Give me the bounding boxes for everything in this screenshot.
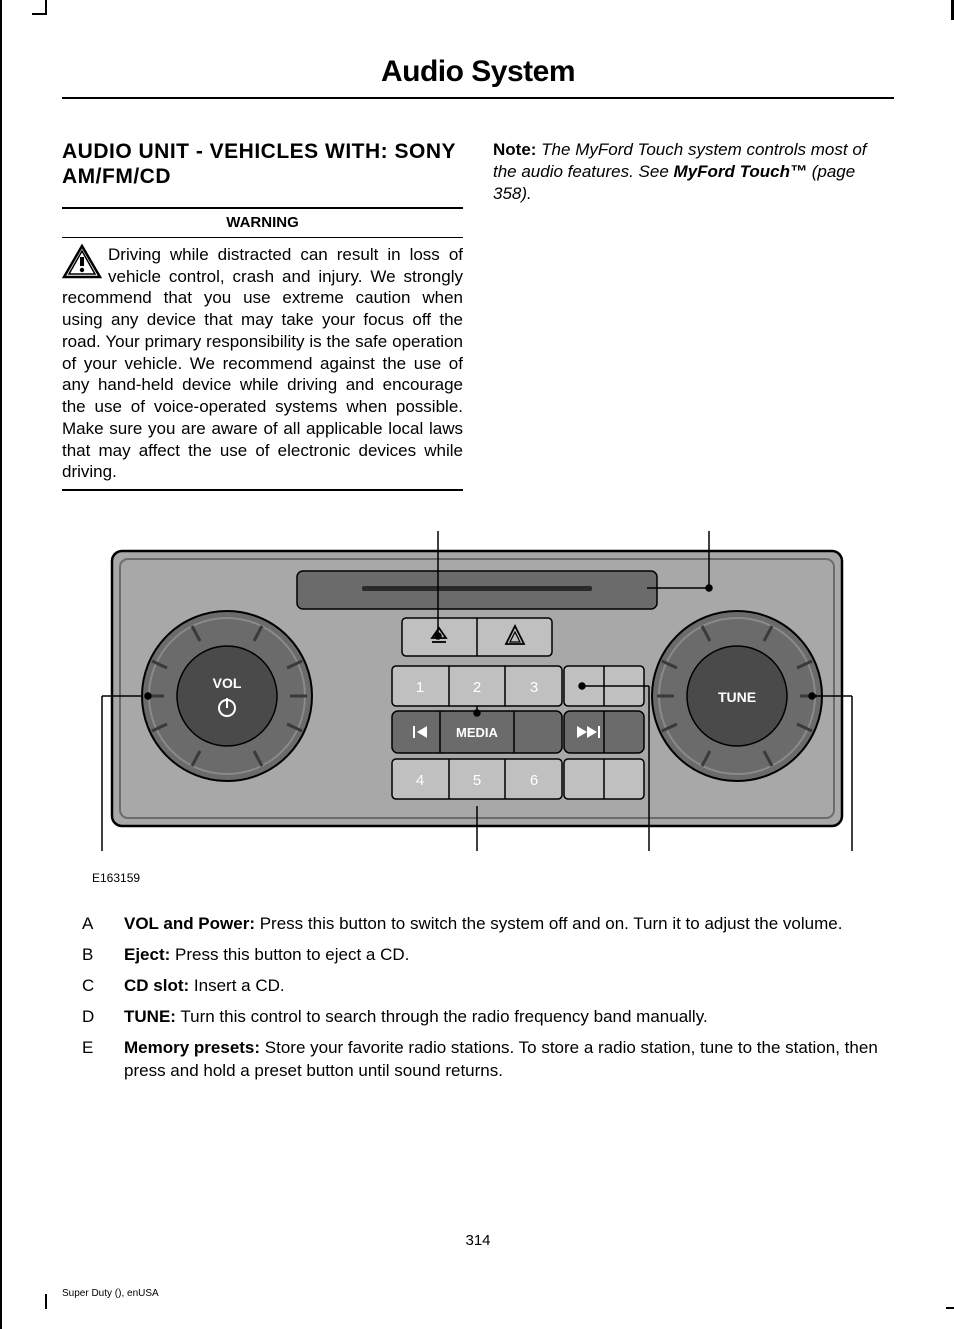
desc-body: Press this button to eject a CD. — [170, 945, 409, 964]
vol-label: VOL — [213, 675, 242, 691]
desc-label: Eject: — [124, 945, 170, 964]
audio-unit-diagram: 1 2 3 MEDIA 4 5 6 — [92, 526, 862, 856]
desc-row: E Memory presets: Store your favorite ra… — [82, 1037, 894, 1083]
preset-2: 2 — [473, 679, 481, 696]
desc-letter: D — [82, 1006, 100, 1029]
desc-letter: C — [82, 975, 100, 998]
desc-body: Press this button to switch the system o… — [255, 914, 842, 933]
desc-body: Turn this control to search through the … — [176, 1007, 708, 1026]
vol-knob: VOL — [142, 611, 312, 781]
crop-mark — [946, 1307, 954, 1309]
desc-label: Memory presets: — [124, 1038, 260, 1057]
crop-mark — [32, 0, 47, 15]
tune-knob: TUNE — [652, 611, 822, 781]
preset-1: 1 — [416, 679, 424, 696]
desc-letter: A — [82, 913, 100, 936]
note-label: Note: — [493, 140, 536, 159]
warning-header: WARNING — [62, 207, 463, 238]
desc-row: C CD slot: Insert a CD. — [82, 975, 894, 998]
note-link: MyFord Touch™ — [674, 162, 807, 181]
section-title: AUDIO UNIT - VEHICLES WITH: SONY AM/FM/C… — [62, 139, 463, 189]
description-list: A VOL and Power: Press this button to sw… — [82, 913, 894, 1083]
desc-row: D TUNE: Turn this control to search thro… — [82, 1006, 894, 1029]
desc-letter: E — [82, 1037, 100, 1083]
desc-label: TUNE: — [124, 1007, 176, 1026]
desc-label: CD slot: — [124, 976, 189, 995]
warning-body: Driving while distracted can result in l… — [62, 244, 463, 483]
preset-6: 6 — [530, 772, 538, 789]
media-label: MEDIA — [456, 725, 499, 740]
header-rule — [62, 97, 894, 99]
desc-row: A VOL and Power: Press this button to sw… — [82, 913, 894, 936]
crop-mark — [32, 1294, 47, 1309]
note-block: Note: The MyFord Touch system controls m… — [493, 139, 894, 205]
preset-3: 3 — [530, 679, 538, 696]
desc-body: Insert a CD. — [189, 976, 284, 995]
warning-rule — [62, 489, 463, 491]
desc-label: VOL and Power: — [124, 914, 255, 933]
preset-4: 4 — [416, 772, 424, 789]
diagram-caption: E163159 — [92, 871, 894, 885]
desc-row: B Eject: Press this button to eject a CD… — [82, 944, 894, 967]
warning-text: Driving while distracted can result in l… — [62, 245, 463, 482]
desc-letter: B — [82, 944, 100, 967]
tune-label: TUNE — [718, 689, 756, 705]
page-number: 314 — [2, 1232, 954, 1249]
page-header-title: Audio System — [62, 55, 894, 89]
footer-text: Super Duty (), enUSA — [62, 1288, 159, 1299]
preset-5: 5 — [473, 772, 481, 789]
warning-triangle-icon — [62, 244, 102, 280]
